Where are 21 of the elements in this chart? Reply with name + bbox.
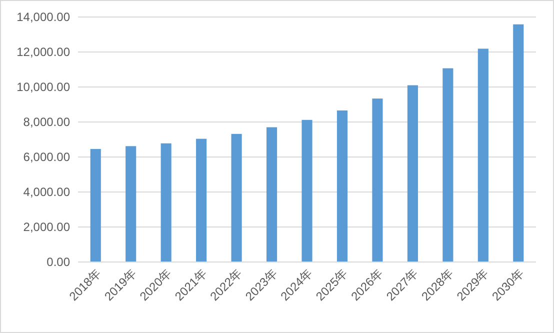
y-tick-label: 6,000.00 xyxy=(23,150,70,164)
bar xyxy=(126,146,136,262)
y-tick-label: 8,000.00 xyxy=(23,115,70,129)
y-tick-label: 0.00 xyxy=(46,255,70,269)
bar xyxy=(513,24,524,262)
y-tick-label: 14,000.00 xyxy=(16,10,70,24)
y-tick-label: 4,000.00 xyxy=(23,185,70,199)
bar xyxy=(90,148,101,262)
bar xyxy=(336,110,348,262)
bar xyxy=(478,48,488,262)
bar xyxy=(372,98,383,262)
bar xyxy=(442,68,454,262)
bar xyxy=(266,127,278,262)
y-tick-label: 12,000.00 xyxy=(16,45,70,59)
y-tick-label: 10,000.00 xyxy=(16,80,70,94)
bar xyxy=(196,138,207,262)
bar xyxy=(302,120,312,262)
y-tick-label: 2,000.00 xyxy=(23,220,70,234)
bar xyxy=(407,85,418,262)
bar xyxy=(231,134,242,262)
bar xyxy=(160,143,172,262)
